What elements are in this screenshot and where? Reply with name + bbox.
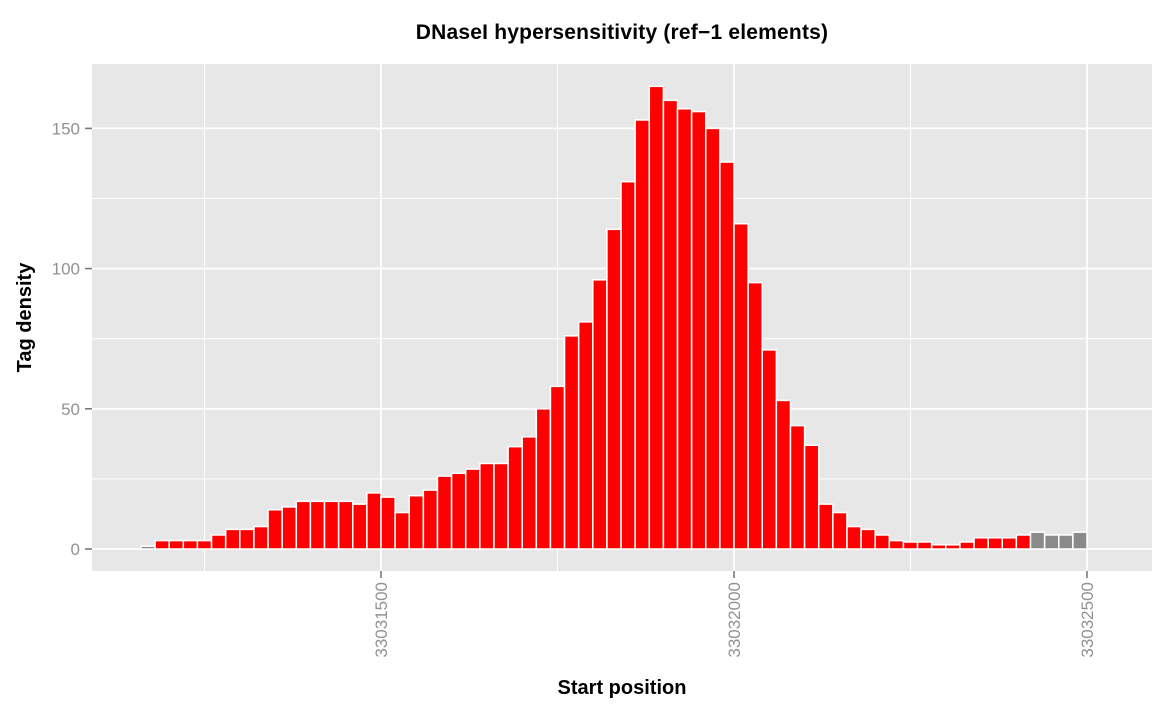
histogram-bar bbox=[888, 539, 905, 550]
histogram-bar bbox=[168, 539, 185, 550]
histogram-bar bbox=[507, 445, 523, 550]
histogram-bar bbox=[1072, 531, 1088, 550]
histogram-bar bbox=[606, 228, 622, 550]
histogram-bar bbox=[1015, 534, 1032, 550]
histogram-bar bbox=[436, 475, 453, 550]
histogram-bar bbox=[690, 110, 707, 550]
histogram-bar bbox=[253, 525, 269, 550]
histogram-bar bbox=[394, 511, 410, 550]
x-tick-label: 33031500 bbox=[372, 582, 391, 658]
y-tick-label: 50 bbox=[61, 400, 80, 419]
histogram-bar bbox=[662, 99, 679, 550]
histogram-bar bbox=[563, 335, 580, 550]
histogram-bar bbox=[380, 496, 396, 550]
y-tick-label: 150 bbox=[52, 119, 80, 138]
histogram-bar bbox=[295, 500, 312, 550]
histogram-bar bbox=[620, 180, 636, 550]
y-tick-label: 100 bbox=[52, 260, 80, 279]
x-tick-label: 33032500 bbox=[1078, 582, 1097, 658]
histogram-bar bbox=[1058, 534, 1074, 550]
histogram-bar bbox=[549, 385, 566, 550]
histogram-bar bbox=[224, 528, 241, 550]
histogram-bar bbox=[761, 349, 778, 550]
histogram-bar bbox=[1043, 534, 1060, 550]
histogram-bar bbox=[493, 462, 509, 550]
histogram-bar bbox=[281, 506, 298, 550]
histogram-bar bbox=[945, 544, 961, 550]
chart-title: DNaseI hypersensitivity (ref−1 elements) bbox=[415, 21, 829, 44]
histogram-bar bbox=[676, 108, 693, 550]
histogram-bar bbox=[733, 222, 749, 550]
histogram-bar bbox=[535, 408, 552, 550]
histogram-bar bbox=[450, 472, 467, 550]
histogram-bar bbox=[902, 541, 919, 550]
histogram-bar bbox=[789, 424, 806, 550]
histogram-bar bbox=[352, 503, 368, 550]
histogram-bar bbox=[775, 399, 792, 550]
histogram-bar bbox=[309, 500, 326, 550]
histogram-bar bbox=[408, 494, 425, 550]
y-tick-label: 0 bbox=[71, 540, 80, 559]
histogram-bar bbox=[930, 544, 947, 550]
histogram-bar bbox=[973, 537, 989, 550]
histogram-bar bbox=[323, 500, 340, 550]
histogram-bar bbox=[422, 489, 439, 550]
histogram-bar bbox=[1029, 531, 1046, 550]
histogram-bar bbox=[747, 281, 763, 550]
histogram-bar bbox=[154, 539, 170, 550]
x-tick-label: 33032000 bbox=[725, 582, 744, 658]
histogram-bar bbox=[239, 528, 255, 550]
histogram-bar bbox=[577, 321, 594, 550]
histogram-bar bbox=[959, 541, 975, 550]
histogram-bar bbox=[479, 462, 495, 550]
histogram-bar bbox=[987, 537, 1004, 550]
histogram-bar bbox=[267, 508, 283, 550]
histogram-bar bbox=[196, 539, 213, 550]
histogram-bar bbox=[464, 468, 481, 550]
histogram-bar bbox=[860, 528, 876, 550]
histogram-bar bbox=[337, 500, 354, 550]
x-axis-title: Start position bbox=[557, 677, 687, 699]
histogram-bar bbox=[916, 541, 933, 550]
histogram-bar bbox=[366, 492, 382, 550]
histogram-bar bbox=[634, 119, 651, 550]
y-axis-title: Tag density bbox=[14, 262, 36, 373]
histogram-bar bbox=[705, 127, 721, 550]
histogram-bar bbox=[846, 525, 862, 550]
histogram-bar bbox=[210, 534, 227, 550]
histogram-bar bbox=[648, 85, 665, 550]
histogram-bar bbox=[592, 279, 608, 550]
histogram-bar bbox=[803, 444, 820, 550]
histogram-bar bbox=[521, 436, 538, 550]
histogram-bar bbox=[140, 545, 156, 550]
histogram-bar bbox=[832, 511, 848, 550]
histogram-bar bbox=[1001, 537, 1018, 550]
histogram-bar bbox=[719, 161, 735, 550]
histogram-bar bbox=[874, 534, 891, 550]
histogram-bar bbox=[182, 539, 199, 550]
histogram-bar bbox=[817, 503, 834, 550]
